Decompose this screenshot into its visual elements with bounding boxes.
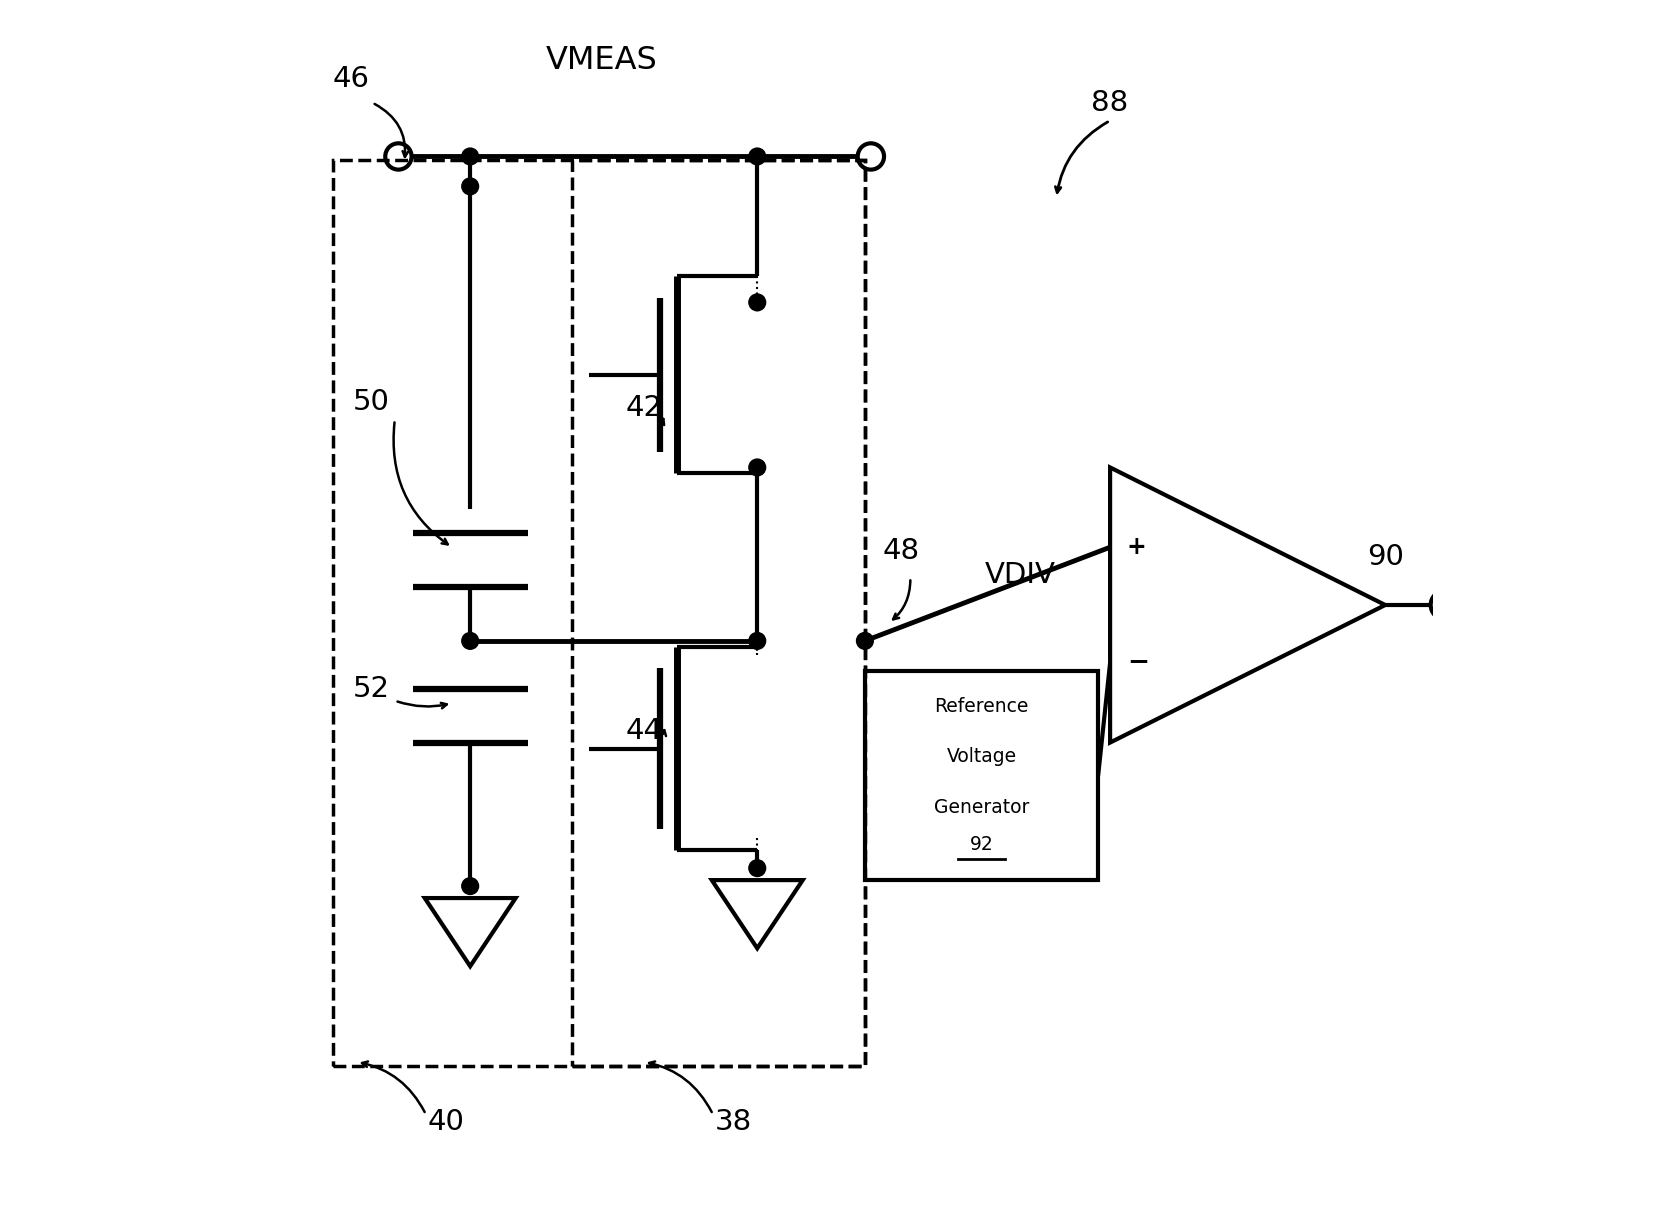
Text: 48: 48: [882, 537, 920, 565]
Circle shape: [748, 633, 765, 650]
Text: Generator: Generator: [934, 797, 1029, 817]
Text: 90: 90: [1366, 543, 1404, 571]
Circle shape: [748, 860, 765, 876]
Text: Voltage: Voltage: [947, 748, 1017, 766]
Circle shape: [463, 633, 479, 650]
Bar: [571, 160, 865, 1066]
Bar: [865, 670, 1099, 880]
Polygon shape: [1111, 467, 1384, 743]
Circle shape: [748, 294, 765, 311]
Circle shape: [857, 633, 873, 650]
Text: +: +: [1127, 535, 1147, 559]
Text: 40: 40: [428, 1107, 464, 1136]
Bar: [332, 160, 865, 1066]
Circle shape: [463, 877, 479, 894]
Text: 46: 46: [332, 64, 369, 93]
Text: Reference: Reference: [934, 697, 1029, 716]
Circle shape: [463, 178, 479, 195]
Circle shape: [463, 148, 479, 165]
Text: 38: 38: [715, 1107, 752, 1136]
Text: VDIV: VDIV: [985, 561, 1055, 589]
Text: 92: 92: [970, 835, 994, 854]
Polygon shape: [424, 898, 516, 967]
Text: 50: 50: [352, 387, 389, 416]
Text: VMEAS: VMEAS: [546, 45, 658, 76]
Circle shape: [748, 148, 765, 165]
Circle shape: [748, 459, 765, 476]
Text: 44: 44: [625, 716, 661, 744]
Text: 42: 42: [625, 393, 661, 421]
Text: 88: 88: [1092, 88, 1129, 116]
Text: −: −: [1127, 650, 1149, 675]
Polygon shape: [711, 880, 803, 949]
Text: 52: 52: [352, 675, 389, 703]
